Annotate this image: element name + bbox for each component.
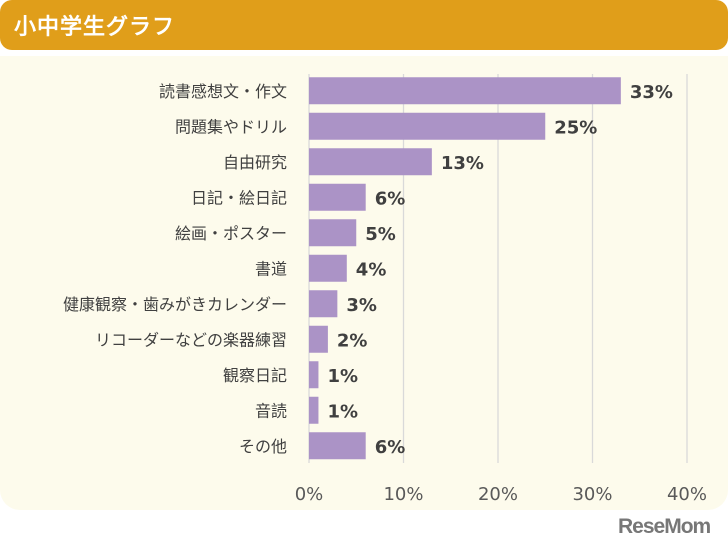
bar	[309, 396, 319, 424]
category-label: 書道	[255, 259, 287, 278]
category-label: リコーダーなどの楽器練習	[95, 330, 287, 349]
bar	[309, 254, 347, 282]
header-bar: 小中学生グラフ	[0, 0, 728, 50]
chart-title: 小中学生グラフ	[14, 15, 176, 40]
category-label: 自由研究	[223, 153, 287, 172]
x-tick-label: 20%	[478, 484, 518, 505]
resemom-logo: ReseMom	[618, 515, 711, 538]
category-label: 音読	[255, 401, 287, 420]
category-label: 問題集やドリル	[175, 117, 287, 136]
category-label: 健康観察・歯みがきカレンダー	[63, 295, 287, 314]
category-label: その他	[239, 437, 287, 456]
value-label: 4%	[356, 259, 387, 280]
bar	[309, 432, 366, 460]
bar	[309, 325, 328, 353]
value-label: 3%	[346, 295, 377, 316]
bar	[309, 361, 319, 389]
value-label: 2%	[337, 330, 368, 351]
value-label: 33%	[630, 82, 673, 103]
category-label: 絵画・ポスター	[175, 224, 287, 243]
bar	[309, 77, 621, 105]
x-tick-label: 10%	[383, 484, 423, 505]
x-tick-label: 30%	[572, 484, 612, 505]
value-label: 6%	[375, 188, 406, 209]
bar	[309, 148, 432, 176]
value-label: 13%	[441, 153, 484, 174]
category-label: 観察日記	[223, 366, 287, 385]
category-label: 読書感想文・作文	[159, 82, 287, 101]
bar	[309, 183, 366, 211]
value-label: 1%	[327, 366, 358, 387]
value-label: 1%	[327, 401, 358, 422]
bar	[309, 112, 546, 140]
value-label: 25%	[554, 117, 597, 138]
x-tick-label: 0%	[295, 484, 324, 505]
value-label: 5%	[365, 224, 396, 245]
value-label: 6%	[375, 437, 406, 458]
x-tick-label: 40%	[667, 484, 707, 505]
bar	[309, 290, 338, 318]
category-label: 日記・絵日記	[191, 188, 287, 207]
bar	[309, 219, 357, 247]
